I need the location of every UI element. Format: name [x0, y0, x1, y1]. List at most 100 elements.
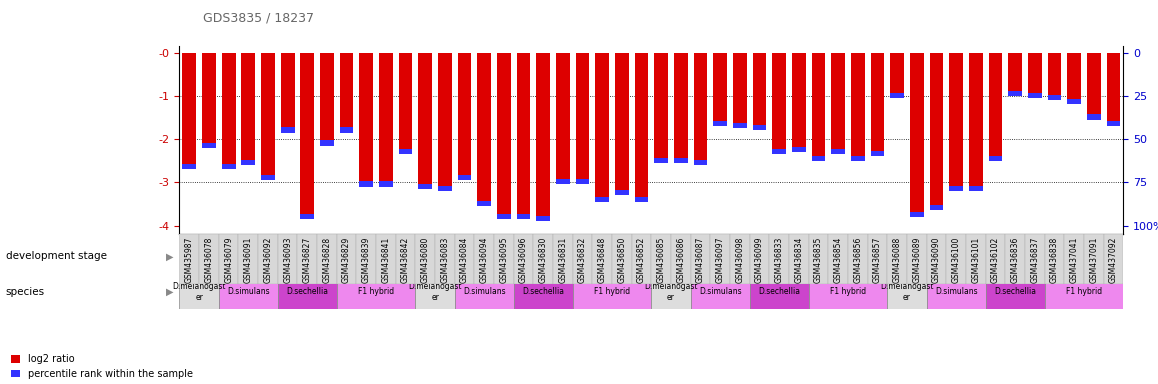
FancyBboxPatch shape: [219, 275, 278, 309]
Bar: [1107, 53, 1120, 126]
Text: larval: larval: [281, 251, 313, 262]
Bar: [1064, 234, 1084, 284]
Text: GSM436836: GSM436836: [1011, 237, 1020, 283]
Bar: [556, 179, 570, 184]
Bar: [554, 234, 573, 284]
FancyBboxPatch shape: [337, 275, 416, 309]
Text: GSM437091: GSM437091: [1090, 237, 1098, 283]
Text: D.melanogast
er: D.melanogast er: [173, 282, 226, 301]
Bar: [396, 234, 416, 284]
Text: GDS3835 / 18237: GDS3835 / 18237: [203, 12, 314, 25]
Bar: [651, 234, 670, 284]
Bar: [261, 175, 274, 180]
Bar: [455, 234, 475, 284]
Text: F1 hybrid: F1 hybrid: [1065, 287, 1102, 296]
Bar: [357, 234, 376, 284]
Text: GSM436083: GSM436083: [440, 237, 449, 283]
Bar: [219, 234, 239, 284]
Bar: [222, 164, 235, 169]
Bar: [792, 147, 806, 152]
Bar: [674, 53, 688, 163]
Bar: [910, 53, 924, 217]
FancyBboxPatch shape: [416, 242, 651, 271]
Bar: [1087, 53, 1100, 119]
Bar: [258, 234, 278, 284]
Bar: [261, 53, 274, 180]
FancyBboxPatch shape: [573, 275, 651, 309]
Text: F1 hybrid: F1 hybrid: [830, 287, 866, 296]
Bar: [654, 158, 668, 163]
Bar: [632, 234, 651, 284]
Text: GSM436088: GSM436088: [893, 237, 902, 283]
Bar: [694, 53, 708, 165]
FancyBboxPatch shape: [887, 242, 1123, 271]
Text: GSM436828: GSM436828: [322, 237, 331, 283]
Bar: [733, 53, 747, 128]
Text: GSM436839: GSM436839: [361, 237, 371, 283]
Text: GSM436841: GSM436841: [381, 237, 390, 283]
Bar: [379, 53, 393, 187]
FancyBboxPatch shape: [926, 275, 985, 309]
Bar: [690, 234, 710, 284]
Bar: [497, 53, 511, 219]
Bar: [871, 151, 885, 156]
Text: ▶: ▶: [167, 287, 174, 297]
Bar: [808, 234, 828, 284]
FancyBboxPatch shape: [690, 275, 749, 309]
Bar: [398, 149, 412, 154]
Bar: [654, 53, 668, 163]
Text: GSM436093: GSM436093: [283, 237, 292, 283]
Text: F1 hybrid: F1 hybrid: [358, 287, 394, 296]
Bar: [1025, 234, 1045, 284]
Text: GSM436079: GSM436079: [225, 237, 233, 283]
Text: GSM436098: GSM436098: [735, 237, 745, 283]
Bar: [733, 123, 747, 128]
Bar: [1068, 53, 1080, 104]
Bar: [183, 53, 196, 169]
Bar: [516, 53, 530, 219]
Bar: [477, 53, 491, 206]
Bar: [635, 53, 648, 202]
Bar: [317, 234, 337, 284]
Text: GSM436085: GSM436085: [657, 237, 666, 283]
Bar: [203, 53, 215, 148]
Text: GSM436094: GSM436094: [479, 237, 489, 283]
Bar: [320, 141, 334, 146]
Bar: [376, 234, 396, 284]
Bar: [1009, 53, 1023, 96]
Bar: [710, 234, 730, 284]
Bar: [828, 234, 848, 284]
Text: GSM436837: GSM436837: [1031, 237, 1039, 283]
Bar: [477, 201, 491, 206]
Bar: [989, 53, 1003, 161]
Bar: [416, 234, 435, 284]
FancyBboxPatch shape: [808, 275, 887, 309]
Text: ▶: ▶: [167, 251, 174, 262]
Text: GSM436842: GSM436842: [401, 237, 410, 283]
Text: GSM436827: GSM436827: [302, 237, 312, 283]
Bar: [753, 53, 767, 131]
Text: GSM436101: GSM436101: [972, 237, 981, 283]
Text: GSM436857: GSM436857: [873, 237, 882, 283]
Text: GSM435987: GSM435987: [185, 237, 193, 283]
Bar: [241, 53, 255, 165]
Bar: [613, 234, 632, 284]
Bar: [1104, 234, 1123, 284]
Bar: [989, 156, 1003, 161]
Bar: [556, 53, 570, 184]
Text: GSM436100: GSM436100: [952, 237, 961, 283]
Text: D.simulans: D.simulans: [699, 287, 741, 296]
Bar: [969, 53, 983, 191]
Bar: [514, 234, 534, 284]
FancyBboxPatch shape: [887, 275, 926, 309]
Text: GSM436084: GSM436084: [460, 237, 469, 283]
Text: GSM436854: GSM436854: [834, 237, 843, 283]
Text: GSM436080: GSM436080: [420, 237, 430, 283]
FancyBboxPatch shape: [179, 275, 219, 309]
Bar: [418, 53, 432, 189]
Bar: [851, 53, 865, 161]
Text: GSM436102: GSM436102: [991, 237, 1001, 283]
Text: GSM436087: GSM436087: [696, 237, 705, 283]
Bar: [831, 149, 845, 154]
Bar: [753, 125, 767, 131]
